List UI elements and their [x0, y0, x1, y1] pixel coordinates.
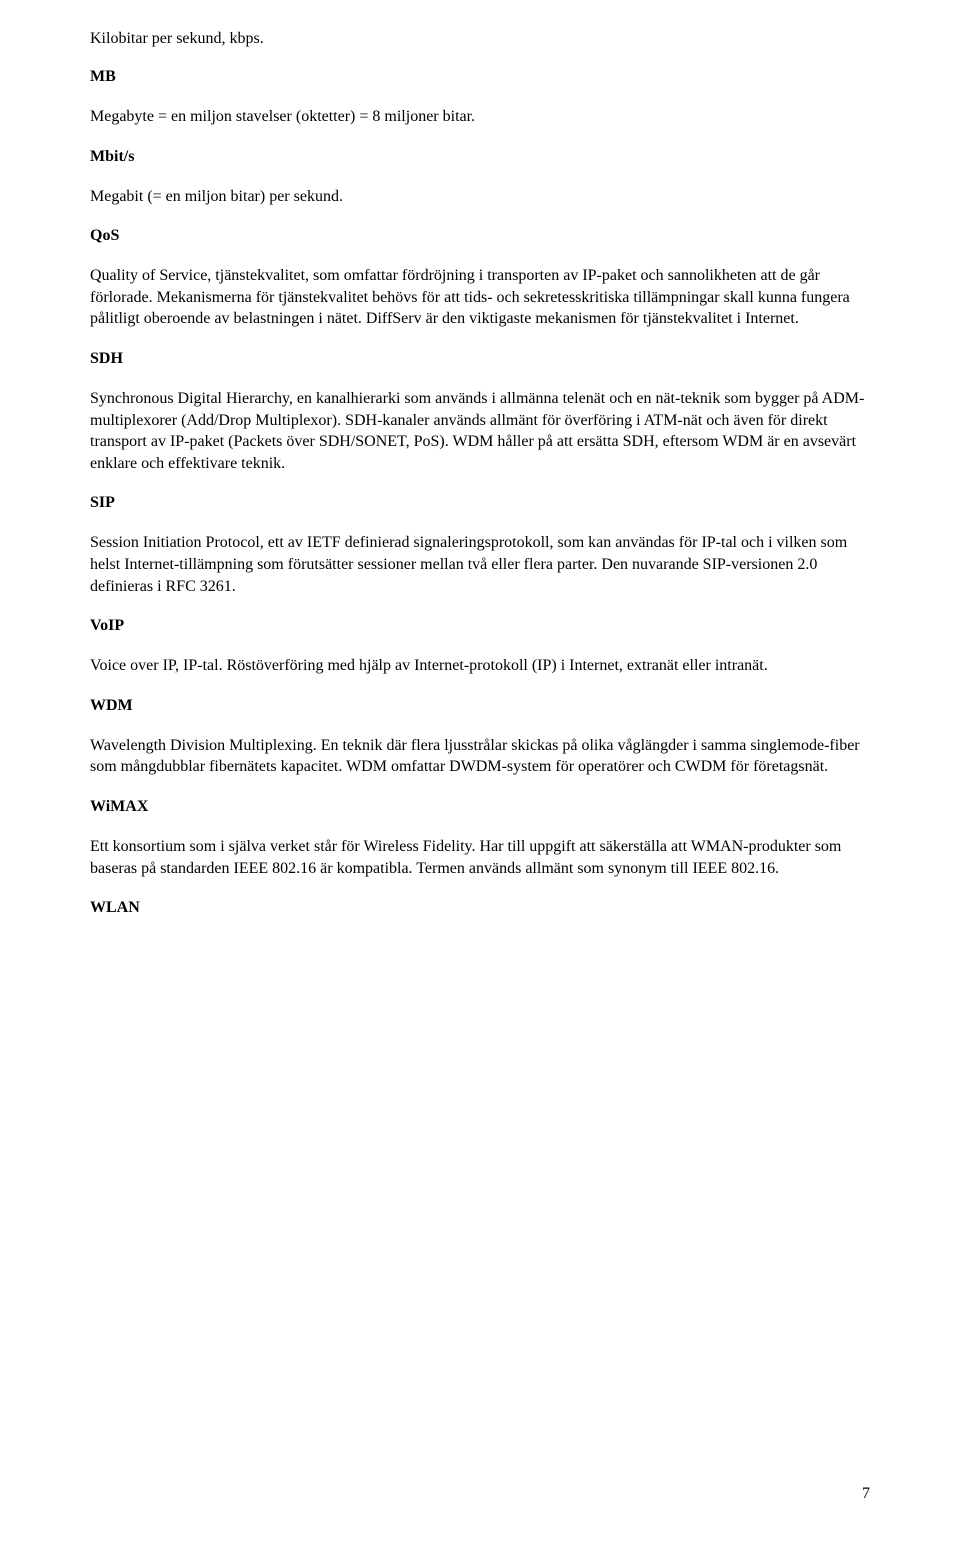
glossary-entry: WLAN [90, 899, 870, 917]
page-number: 7 [862, 1485, 870, 1503]
glossary-entry: Mbit/s Megabit (= en miljon bitar) per se… [90, 148, 870, 208]
glossary-definition: Voice over IP, IP-tal. Röstöverföring me… [90, 655, 870, 677]
glossary-definition: Session Initiation Protocol, ett av IETF… [90, 532, 870, 597]
glossary-entry: MB Megabyte = en miljon stavelser (oktett… [90, 68, 870, 128]
glossary-term: SIP [90, 494, 870, 512]
glossary-term: WLAN [90, 899, 870, 917]
glossary-term: VoIP [90, 617, 870, 635]
glossary-definition: Synchronous Digital Hierarchy, en kanalh… [90, 388, 870, 474]
glossary-entry: WDM Wavelength Division Multiplexing. En … [90, 697, 870, 778]
glossary-entry: WiMAX Ett konsortium som i själva verket … [90, 798, 870, 879]
glossary-definition: Megabit (= en miljon bitar) per sekund. [90, 186, 870, 208]
glossary-entry: SDH Synchronous Digital Hierarchy, en kan… [90, 350, 870, 474]
glossary-term: QoS [90, 227, 870, 245]
glossary-term: WiMAX [90, 798, 870, 816]
glossary-definition: Ett konsortium som i själva verket står … [90, 836, 870, 879]
glossary-definition: Megabyte = en miljon stavelser (oktetter… [90, 106, 870, 128]
glossary-entry: SIP Session Initiation Protocol, ett av I… [90, 494, 870, 597]
glossary-term: MB [90, 68, 870, 86]
glossary-term: Mbit/s [90, 148, 870, 166]
glossary-term: SDH [90, 350, 870, 368]
glossary-entry: VoIP Voice over IP, IP-tal. Röstöverförin… [90, 617, 870, 677]
glossary-term: WDM [90, 697, 870, 715]
glossary-entry: QoS Quality of Service, tjänstekvalitet, … [90, 227, 870, 330]
top-continuation-line: Kilobitar per sekund, kbps. [90, 30, 870, 48]
glossary-entries: MB Megabyte = en miljon stavelser (oktett… [90, 68, 870, 917]
glossary-definition: Wavelength Division Multiplexing. En tek… [90, 735, 870, 778]
glossary-definition: Quality of Service, tjänstekvalitet, som… [90, 265, 870, 330]
